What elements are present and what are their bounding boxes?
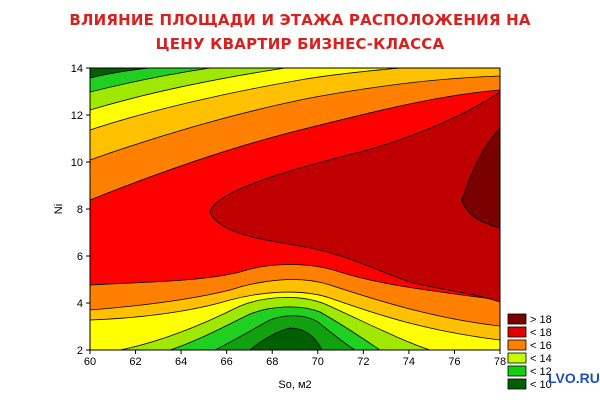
x-tick-label: 76 — [448, 356, 460, 368]
x-axis-label: So, м2 — [278, 379, 311, 391]
x-tick-label: 62 — [129, 356, 141, 368]
x-tick-label: 66 — [221, 356, 233, 368]
y-tick-label: 10 — [71, 157, 83, 169]
x-tick-label: 74 — [403, 356, 415, 368]
x-tick-label: 60 — [84, 356, 96, 368]
legend-swatch — [507, 326, 527, 338]
band-darkgreen-lower — [249, 327, 323, 350]
x-tick-label: 70 — [312, 356, 324, 368]
legend-label: < 12 — [530, 366, 552, 378]
y-tick-label: 12 — [71, 110, 83, 122]
legend-label: < 14 — [530, 353, 552, 365]
legend-swatch — [507, 378, 527, 390]
y-tick-label: 2 — [77, 345, 83, 357]
band-crimson-center — [209, 91, 500, 303]
plot-area — [90, 68, 500, 350]
x-tick-label: 64 — [175, 356, 187, 368]
x-tick-label: 68 — [266, 356, 278, 368]
y-tick-label: 14 — [71, 63, 83, 75]
x-axis: 60 62 64 66 68 70 72 74 76 78 — [84, 350, 506, 368]
chart-title-line1: ВЛИЯНИЕ ПЛОЩАДИ И ЭТАЖА РАСПОЛОЖЕНИЯ НА — [69, 11, 531, 29]
y-tick-label: 8 — [77, 204, 83, 216]
watermark: LVO.RU — [548, 370, 600, 386]
legend-swatch — [507, 365, 527, 377]
legend-swatch — [507, 352, 527, 364]
legend-swatch — [507, 339, 527, 351]
legend-label: > 18 — [530, 314, 552, 326]
band-darkred-inner — [461, 199, 500, 229]
chart-title: ВЛИЯНИЕ ПЛОЩАДИ И ЭТАЖА РАСПОЛОЖЕНИЯ НА … — [0, 8, 600, 56]
x-tick-label: 72 — [357, 356, 369, 368]
legend-swatch — [507, 313, 527, 325]
legend-label: < 18 — [530, 327, 552, 339]
legend-label: < 16 — [530, 340, 552, 352]
x-tick-label: 78 — [494, 356, 506, 368]
y-axis: 2 4 6 8 10 12 14 — [71, 63, 90, 357]
y-tick-label: 4 — [77, 298, 83, 310]
legend: > 18< 18< 16< 14< 12< 10 — [507, 313, 552, 391]
legend-label: < 10 — [530, 379, 552, 391]
chart-title-line2: ЦЕНУ КВАРТИР БИЗНЕС-КЛАССА — [155, 35, 445, 53]
y-axis-label: Ni — [53, 204, 65, 214]
band-green-upper — [90, 68, 211, 93]
y-tick-label: 6 — [77, 251, 83, 263]
